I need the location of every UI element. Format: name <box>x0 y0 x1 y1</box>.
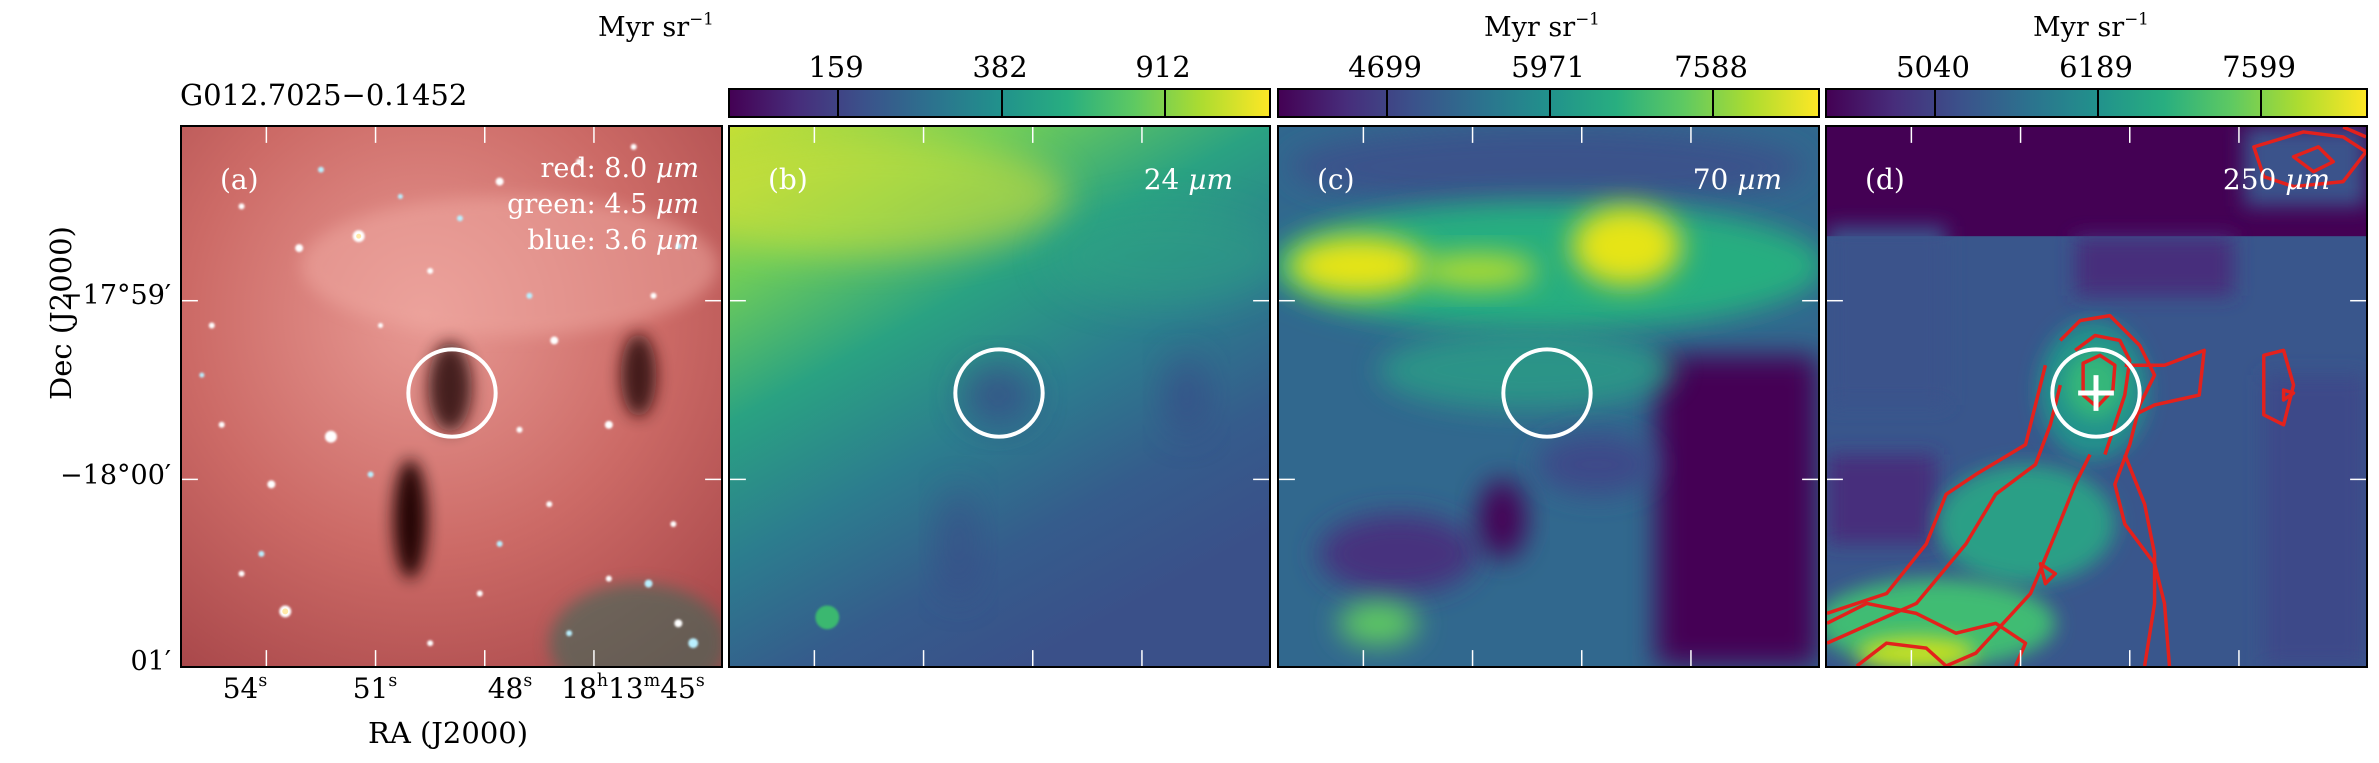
colorbar-c-tick: 4699 <box>1348 50 1422 84</box>
colorbar-c-ticks <box>1386 90 1714 116</box>
panel-b-target-ring <box>953 347 1045 439</box>
panel-c-image <box>1279 127 1818 666</box>
y-tick-label: 01′ <box>130 646 172 677</box>
colorbar-b-tick: 382 <box>972 50 1028 84</box>
x-axis-label: RA (J2000) <box>368 716 529 750</box>
colorbar-c-unit: Myr sr−1 <box>1484 8 1600 43</box>
panel-d-wavelength: 250 µm <box>2222 163 2330 196</box>
y-tick-label: −18°00′ <box>60 460 171 491</box>
colorbar-d <box>1825 88 2368 118</box>
panel-d-image <box>1827 127 2366 666</box>
panel-a-band-blue: blue: 3.6 µm <box>527 225 699 256</box>
panel-a-label: (a) <box>220 163 259 196</box>
panel-a-image <box>182 127 721 666</box>
panel-b-24um: (b) 24 µm <box>728 125 1271 668</box>
panel-a-band-red: red: 8.0 µm <box>540 153 699 184</box>
panel-d-contours <box>1827 127 2366 666</box>
colorbar-b-unit: Myr sr−1 <box>598 8 714 43</box>
y-axis-label: Dec (J2000) <box>44 226 78 400</box>
panel-a-rgb-image: (a) red: 8.0 µm green: 4.5 µm blue: 3.6 … <box>180 125 723 668</box>
panel-a-target-ring <box>406 347 498 439</box>
colorbar-b-tick: 159 <box>808 50 864 84</box>
panel-c-target-ring <box>1501 347 1593 439</box>
colorbar-d-tick: 7599 <box>2222 50 2296 84</box>
panel-b-ticks <box>730 127 1269 666</box>
panel-c-ticks <box>1279 127 1818 666</box>
panel-b-wavelength: 24 µm <box>1143 163 1233 196</box>
x-tick-label: 48s <box>487 670 533 705</box>
colorbar-b <box>728 88 1271 118</box>
panel-d-target-ring <box>2050 347 2142 439</box>
panel-d-ticks <box>1827 127 2366 666</box>
colorbar-c-tick: 7588 <box>1674 50 1748 84</box>
panel-a-band-green: green: 4.5 µm <box>507 189 699 220</box>
colorbar-b-tick: 912 <box>1135 50 1191 84</box>
colorbar-c <box>1277 88 1820 118</box>
x-tick-label: 18h13m45s <box>561 670 705 705</box>
colorbar-d-tick: 6189 <box>2059 50 2133 84</box>
colorbar-d-unit: Myr sr−1 <box>2033 8 2149 43</box>
colorbar-b-ticks <box>837 90 1166 116</box>
source-name: G012.7025−0.1452 <box>180 78 468 112</box>
panel-b-label: (b) <box>768 163 808 196</box>
panel-d-250um: (d) 250 µm <box>1825 125 2368 668</box>
panel-c-label: (c) <box>1317 163 1355 196</box>
colorbar-d-tick: 5040 <box>1896 50 1970 84</box>
panel-c-wavelength: 70 µm <box>1692 163 1782 196</box>
colorbar-d-ticks <box>1934 90 2262 116</box>
panel-c-70um: (c) 70 µm <box>1277 125 1820 668</box>
panel-d-peak-cross <box>2078 375 2114 411</box>
panel-a-minor-ticks <box>182 127 721 666</box>
x-tick-label: 54s <box>222 670 268 705</box>
panel-b-image <box>730 127 1269 666</box>
panel-d-label: (d) <box>1865 163 1905 196</box>
y-tick-label: −17°59′ <box>60 280 171 311</box>
colorbar-c-tick: 5971 <box>1511 50 1585 84</box>
x-tick-label: 51s <box>352 670 398 705</box>
